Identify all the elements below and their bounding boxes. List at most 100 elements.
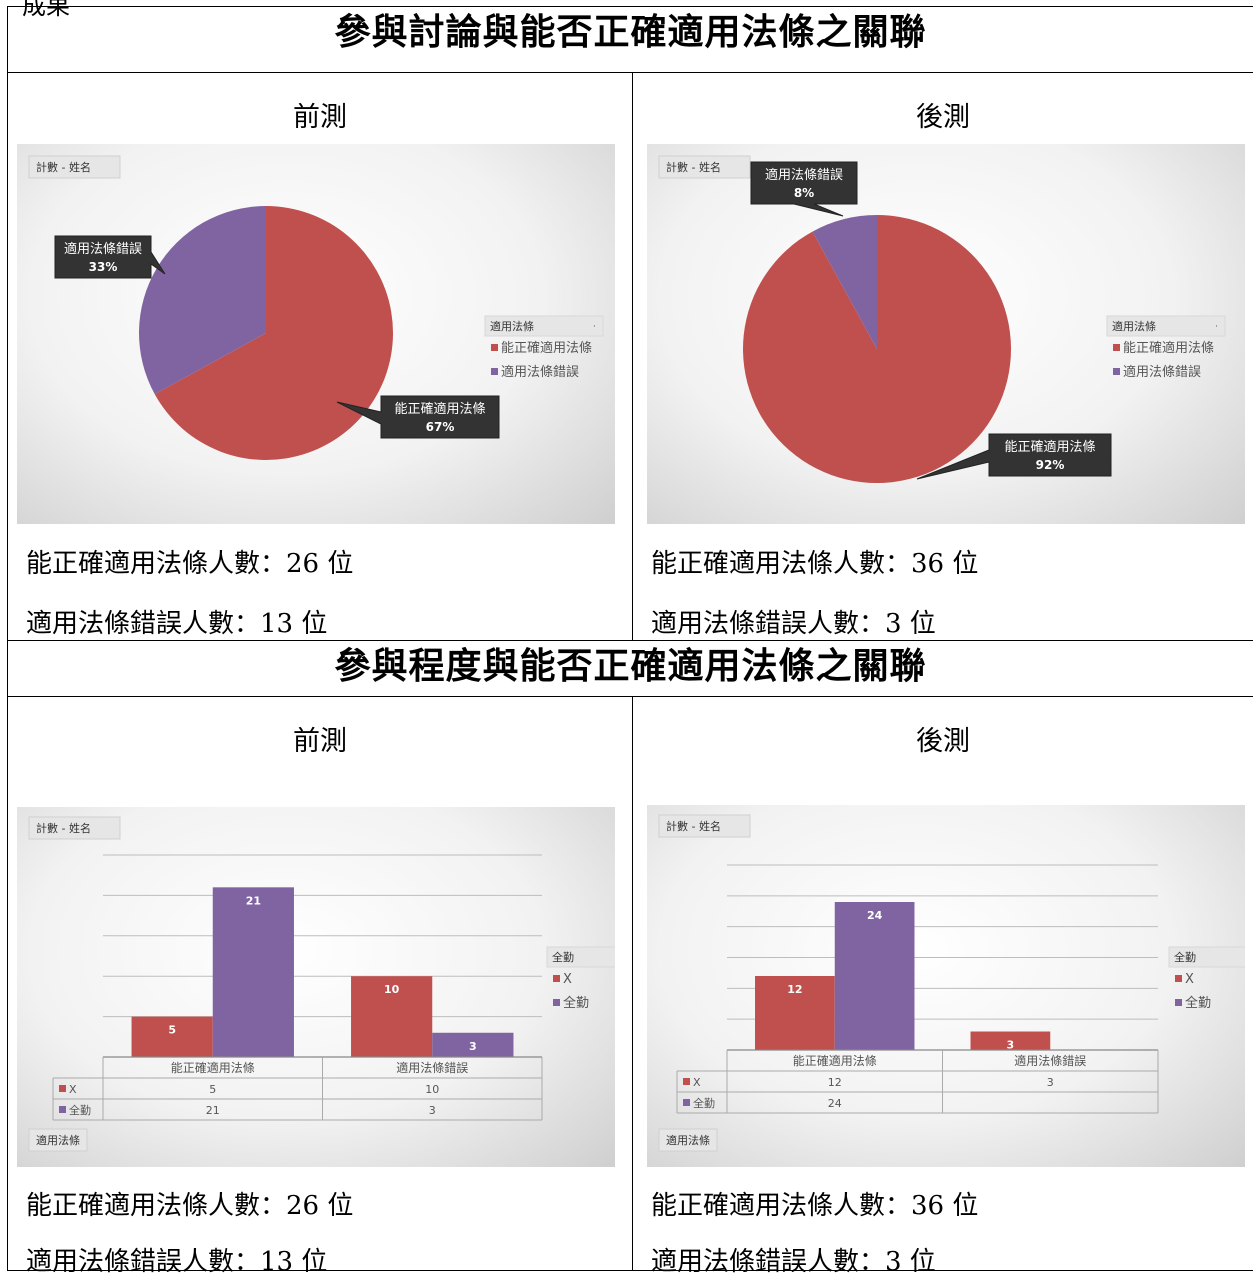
legend-title: 適用法條 [490,319,534,333]
legend-entry: X [563,972,572,987]
legend-title-button[interactable]: 適用法條 · [485,316,603,336]
bar-value-label: 21 [246,894,261,907]
table-series-name: X [693,1076,701,1089]
bar[interactable] [213,887,294,1057]
legend-entry: 全勤 [1185,995,1211,1011]
legend-entry: 全勤 [563,995,589,1011]
table-series-swatch [683,1078,690,1085]
bar-value-label: 12 [787,983,802,996]
legend-entry: 適用法條錯誤 [501,364,579,380]
bar-post-cell: 後測 計數 - 姓名12324能正確適用法條適用法條錯誤X123全勤24全勤·X… [633,697,1253,1271]
pie-pre-label: 前測 [8,95,632,134]
table-cell-value: 24 [828,1097,842,1110]
table-series-name: 全勤 [69,1103,91,1117]
dropdown-icon[interactable]: · [1215,322,1218,332]
legend-swatch [1113,344,1120,351]
bar-value-label: 5 [168,1024,176,1037]
bar-pre-label: 前測 [8,719,632,758]
table-cell-value: 21 [206,1104,220,1117]
table-series-swatch [683,1099,690,1106]
pie-post-label: 後測 [633,95,1253,134]
legend-swatch [1175,999,1182,1006]
bar-pre-stat-wrong: 適用法條錯誤人數：13 位 [26,1241,327,1278]
table-cell-value: 5 [209,1083,216,1096]
data-label-value: 92% [1036,458,1065,472]
section-1-title: 參與討論與能否正確適用法條之關聯 [8,7,1253,57]
category-label: 能正確適用法條 [171,1060,255,1075]
bar-chart-pre: 計數 - 姓名510213能正確適用法條適用法條錯誤X510全勤213全勤·X全… [17,807,615,1167]
bar-value-label: 24 [867,909,883,922]
legend-swatch [553,975,560,982]
bar-value-label: 10 [384,983,400,996]
pie-slices [743,215,1011,483]
legend-title-button[interactable]: 適用法條· [1107,316,1225,336]
table-series-swatch [59,1106,66,1113]
data-label-category: 適用法條錯誤 [64,241,142,257]
legend-swatch [553,999,560,1006]
results-table: 參與討論與能否正確適用法條之關聯 前測 計數 - 姓名適用法條·能正確適用法條適… [7,6,1253,1271]
table-cell-value: 3 [429,1104,436,1117]
pie-post-stat-correct: 能正確適用法條人數：36 位 [651,543,978,580]
bar-post-label: 後測 [633,719,1253,758]
bar[interactable] [835,902,915,1050]
field-button-count-name[interactable]: 計數 - 姓名 [29,156,120,178]
legend-title: 全勤 [1174,950,1196,964]
svg-text:計數 - 姓名: 計數 - 姓名 [36,821,91,835]
legend-title-button[interactable]: 全勤· [1169,947,1245,967]
data-label-value: 33% [89,260,118,274]
pie-post-stat-wrong: 適用法條錯誤人數：3 位 [651,603,936,640]
pie-svg: 計數 - 姓名適用法條·能正確適用法條適用法條錯誤能正確適用法條67%適用法條錯… [17,144,615,524]
data-label-category: 能正確適用法條 [394,401,485,417]
field-button-axis[interactable]: 適用法條 [29,1129,87,1151]
data-label-category: 能正確適用法條 [1004,439,1095,455]
section-2-title-cell: 參與程度與能否正確適用法條之關聯 [8,641,1253,697]
legend-title: 全勤 [552,950,574,964]
legend-title-button[interactable]: 全勤· [547,947,615,967]
bar-chart-post: 計數 - 姓名12324能正確適用法條適用法條錯誤X123全勤24全勤·X全勤適… [647,805,1245,1167]
legend-entry: 能正確適用法條 [501,340,592,356]
section-2-title: 參與程度與能否正確適用法條之關聯 [8,641,1253,691]
pie-pre-stat-correct: 能正確適用法條人數：26 位 [26,543,353,580]
legend-swatch [1113,368,1120,375]
pie-slices [139,206,393,460]
data-label-category: 適用法條錯誤 [765,167,843,183]
svg-text:適用法條: 適用法條 [666,1133,710,1147]
category-label: 能正確適用法條 [793,1053,877,1068]
category-label: 適用法條錯誤 [1014,1053,1086,1068]
table-series-name: 全勤 [693,1096,715,1110]
svg-text:適用法條: 適用法條 [36,1133,80,1147]
legend-swatch [491,368,498,375]
bar-legend: 全勤· X 全勤 [547,947,615,1011]
field-button-count-name[interactable]: 計數 - 姓名 [659,815,750,837]
data-label-value: 67% [426,420,455,434]
field-button-count-name[interactable]: 計數 - 姓名 [659,156,750,178]
svg-text:計數 - 姓名: 計數 - 姓名 [666,819,721,833]
table-cell-value: 3 [1047,1076,1054,1089]
bar-svg: 計數 - 姓名12324能正確適用法條適用法條錯誤X123全勤24全勤·X全勤適… [647,805,1245,1167]
gridlines [103,855,542,1017]
bar-svg: 計數 - 姓名510213能正確適用法條適用法條錯誤X510全勤213全勤·X全… [17,807,615,1167]
legend-swatch [1175,975,1182,982]
data-callout: 適用法條錯誤 33% [55,236,165,278]
legend-entry: 能正確適用法條 [1123,340,1214,356]
bar-post-stat-wrong: 適用法條錯誤人數：3 位 [651,1241,936,1278]
legend-swatch [491,344,498,351]
dropdown-icon[interactable]: · [593,322,596,332]
table-cell-value: 12 [828,1076,842,1089]
pie-post-cell: 後測 計數 - 姓名適用法條· 能正確適用法條 適用法條錯誤能正確適用法條 92% 適用… [633,73,1253,641]
pie-chart-post: 計數 - 姓名適用法條· 能正確適用法條 適用法條錯誤能正確適用法條 92% 適用法條錯… [647,144,1245,524]
table-series-swatch [59,1085,66,1092]
field-button-count-name[interactable]: 計數 - 姓名 [29,817,120,839]
data-table: 能正確適用法條 適用法條錯誤 X 12 3 全勤 24 [677,1050,1158,1113]
pie-pre-stat-wrong: 適用法條錯誤人數：13 位 [26,603,327,640]
table-cell-value: 10 [425,1083,439,1096]
field-button-axis[interactable]: 適用法條 [659,1129,717,1151]
table-series-name: X [69,1083,77,1096]
